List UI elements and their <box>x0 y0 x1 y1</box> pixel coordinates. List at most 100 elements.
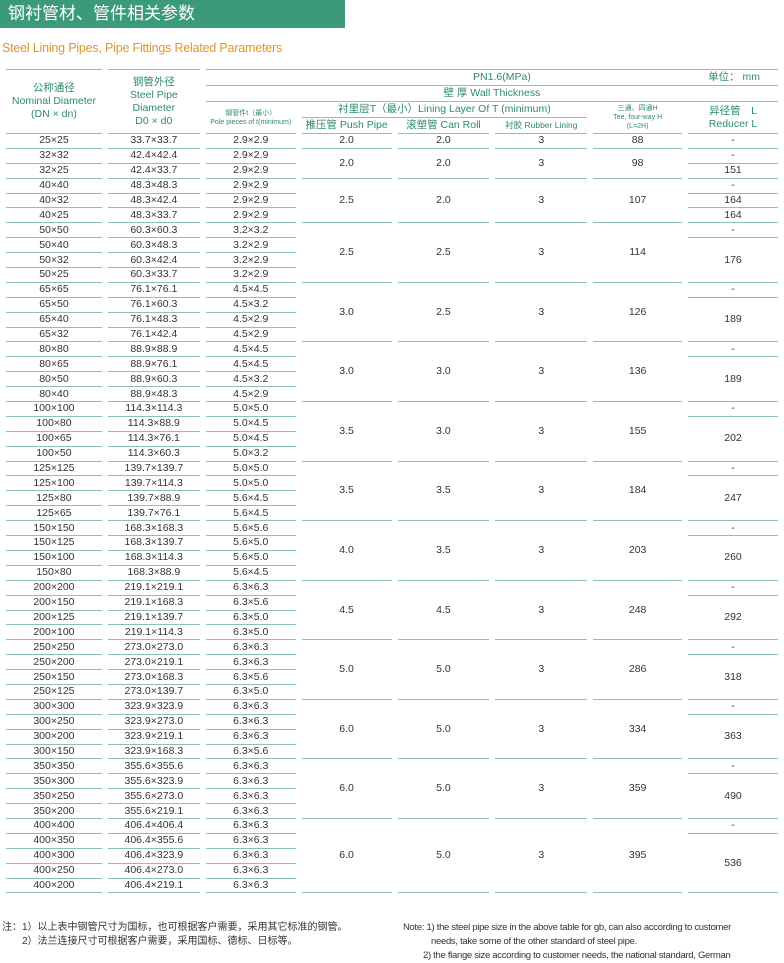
push-pipe-thickness: 3.5 <box>301 462 392 522</box>
rubber-lining-thickness: 3 <box>495 149 588 179</box>
nominal-diameter: 400×400 <box>6 819 102 834</box>
pipe-diameter: 355.6×219.1 <box>107 804 200 819</box>
table-row: 100×80 114.3×88.9 5.0×4.5 202 <box>6 417 778 462</box>
nominal-diameter: 50×25 <box>6 268 102 283</box>
reducer-length: - <box>688 134 778 149</box>
push-pipe-thickness: 4.5 <box>301 581 392 641</box>
nominal-diameter: 150×80 <box>6 566 102 581</box>
pole-thickness: 4.5×4.5 <box>205 283 296 298</box>
push-pipe-thickness: 2.0 <box>301 134 392 149</box>
pole-en: Pole pieces of t(minimum) <box>210 118 292 126</box>
table-row: 80×40 88.9×48.3 4.5×2.9 <box>6 387 778 403</box>
nominal-diameter: 50×40 <box>6 238 102 254</box>
od-unit: D0 × d0 <box>135 114 173 127</box>
can-roll-thickness: 5.0 <box>397 819 490 894</box>
nominal-diameter: 65×65 <box>6 283 102 298</box>
nominal-unit: (DN × dn) <box>31 108 77 120</box>
can-roll-thickness: 2.0 <box>397 134 490 149</box>
pipe-diameter: 406.4×355.6 <box>107 834 200 849</box>
pipe-diameter: 76.1×76.1 <box>107 283 200 298</box>
push-pipe-thickness: 2.0 <box>301 149 392 179</box>
can-roll-thickness: 5.0 <box>397 640 490 700</box>
nominal-diameter: 200×150 <box>6 596 102 611</box>
rubber-lining-thickness: 3 <box>495 342 588 403</box>
nominal-diameter: 150×150 <box>6 521 102 537</box>
reducer-length: 189 <box>688 298 778 343</box>
header-rubber-lining: 衬胶 Rubber Lining <box>495 118 588 134</box>
rubber-lining-thickness: 3 <box>495 283 588 343</box>
reducer-length: 202 <box>688 417 778 462</box>
can-roll-thickness: 5.0 <box>397 759 490 819</box>
pipe-diameter: 168.3×88.9 <box>107 566 200 581</box>
nominal-diameter: 100×65 <box>6 432 102 447</box>
table-row: 65×50 76.1×60.3 4.5×3.2 189 <box>6 298 778 343</box>
pipe-diameter: 33.7×33.7 <box>107 134 200 149</box>
tee-length: 248 <box>593 581 683 641</box>
table-row: 80×50 88.9×60.3 4.5×3.2 <box>6 372 778 388</box>
reducer-length: - <box>688 283 778 298</box>
pipe-diameter: 139.7×76.1 <box>107 506 200 522</box>
pole-thickness: 4.5×3.2 <box>205 298 296 313</box>
rubber-lining-thickness: 3 <box>495 819 588 894</box>
pole-thickness: 3.2×3.2 <box>205 223 296 239</box>
nominal-diameter: 250×125 <box>6 685 102 700</box>
rubber-lining-thickness: 3 <box>495 179 588 224</box>
table-row: 300×250 323.9×273.0 6.3×6.3 363 <box>6 715 778 760</box>
nominal-en: Nominal Diameter <box>11 95 96 107</box>
reducer-length: 164 <box>688 194 778 209</box>
nominal-diameter: 100×80 <box>6 417 102 432</box>
nominal-diameter: 200×100 <box>6 625 102 641</box>
table-row: 125×100 139.7×114.3 5.0×5.0 247 <box>6 476 778 522</box>
tee-length: 114 <box>593 223 683 283</box>
push-pipe-thickness: 4.0 <box>301 521 392 581</box>
page-subtitle: Steel Lining Pipes, Pipe Fittings Relate… <box>2 41 283 55</box>
can-roll-thickness: 4.5 <box>397 581 490 641</box>
rubber-lining-thickness: 3 <box>495 462 588 522</box>
nominal-diameter: 80×40 <box>6 387 102 403</box>
table-row: 300×300 323.9×323.9 6.3×6.3 6.0 5.0 3 334- <box>6 700 778 760</box>
nominal-diameter: 300×250 <box>6 715 102 730</box>
notes-cn: 注：1）以上表中钢管尺寸为国标，也可根据客户需要，采用其它标准的钢管。 2）法兰… <box>2 921 348 949</box>
nominal-diameter: 125×65 <box>6 506 102 522</box>
nominal-diameter: 350×350 <box>6 759 102 775</box>
pipe-diameter: 168.3×139.7 <box>107 536 200 551</box>
pole-thickness: 4.5×4.5 <box>205 357 296 373</box>
nominal-diameter: 125×125 <box>6 462 102 477</box>
pipe-diameter: 60.3×33.7 <box>107 268 200 283</box>
pipe-diameter: 48.3×42.4 <box>107 194 200 209</box>
pole-thickness: 6.3×6.3 <box>205 834 296 849</box>
nominal-diameter: 25×25 <box>6 134 102 149</box>
table-row: 250×250 273.0×273.0 6.3×6.3 5.0 5.0 3 286- <box>6 640 778 700</box>
pipe-diameter: 168.3×168.3 <box>107 521 200 537</box>
nominal-diameter: 125×80 <box>6 491 102 507</box>
reducer-en: Reducer L <box>708 117 758 130</box>
tee-length: 107 <box>593 179 683 224</box>
tee-length: 286 <box>593 640 683 700</box>
pole-thickness: 6.3×6.3 <box>205 849 296 864</box>
reducer-length: - <box>688 819 778 834</box>
nominal-diameter: 40×40 <box>6 179 102 194</box>
pipe-diameter: 88.9×76.1 <box>107 357 200 373</box>
note-cn-2: 2）法兰连接尺寸可根据客户需要，采用国标、德标、日标等。 <box>22 936 298 947</box>
notes-en: Note: 1) the steel pipe size in the abov… <box>403 921 731 963</box>
table-row: 80×65 88.9×76.1 4.5×4.5 189 <box>6 357 778 403</box>
rubber-lining-thickness: 3 <box>495 759 588 819</box>
pole-cn: 钢管件t（最小） <box>225 109 277 117</box>
nominal-diameter: 40×32 <box>6 194 102 209</box>
reducer-length: 189 <box>688 357 778 403</box>
pole-thickness: 6.3×6.3 <box>205 879 296 894</box>
header-pipe-diameter: 钢管外径 Steel Pipe Diameter D0 × d0 <box>107 69 200 134</box>
table-row: 100×100 114.3×114.3 5.0×5.0 3.5 3.0 3 155- <box>6 402 778 462</box>
pipe-diameter: 114.3×88.9 <box>107 417 200 432</box>
reducer-length: - <box>688 700 778 715</box>
nominal-diameter: 300×200 <box>6 730 102 745</box>
pipe-diameter: 219.1×219.1 <box>107 581 200 596</box>
pole-thickness: 6.3×5.6 <box>205 596 296 611</box>
header-lining-layer: 衬里层T（最小）Lining Layer Of T (minimum) <box>301 102 588 118</box>
nominal-diameter: 400×250 <box>6 864 102 879</box>
nominal-diameter: 80×80 <box>6 342 102 358</box>
table-row: 350×200 355.6×219.1 6.3×6.3 <box>6 804 778 819</box>
pipe-diameter: 323.9×323.9 <box>107 700 200 715</box>
nominal-diameter: 150×100 <box>6 551 102 566</box>
header-can-roll: 滚塑管 Can Roll <box>397 118 490 134</box>
